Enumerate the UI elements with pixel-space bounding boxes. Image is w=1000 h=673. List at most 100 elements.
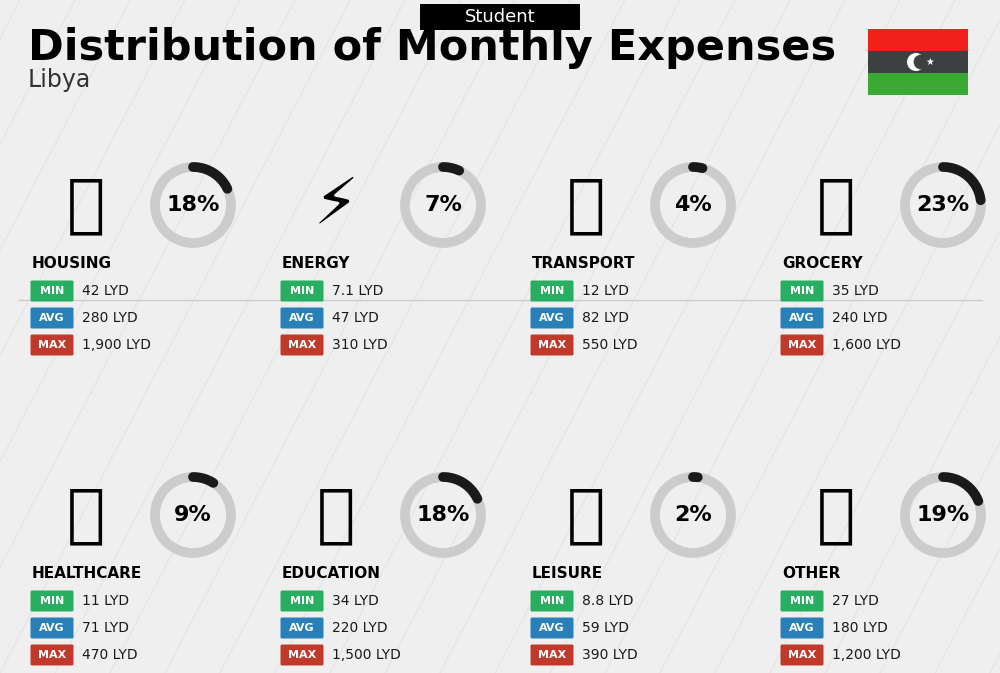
- FancyBboxPatch shape: [280, 308, 324, 328]
- FancyBboxPatch shape: [780, 334, 824, 355]
- Text: MAX: MAX: [288, 650, 316, 660]
- FancyBboxPatch shape: [30, 645, 74, 666]
- Text: MIN: MIN: [540, 286, 564, 296]
- FancyBboxPatch shape: [280, 281, 324, 302]
- Text: 310 LYD: 310 LYD: [332, 338, 388, 352]
- Text: MIN: MIN: [40, 286, 64, 296]
- Text: Student: Student: [465, 8, 535, 26]
- Text: 1,500 LYD: 1,500 LYD: [332, 648, 401, 662]
- Text: MAX: MAX: [538, 340, 566, 350]
- Text: 🚌: 🚌: [567, 174, 605, 236]
- Text: 18%: 18%: [166, 195, 220, 215]
- Text: MIN: MIN: [790, 286, 814, 296]
- FancyBboxPatch shape: [280, 618, 324, 639]
- Text: AVG: AVG: [289, 623, 315, 633]
- Text: 82 LYD: 82 LYD: [582, 311, 629, 325]
- Text: MIN: MIN: [290, 286, 314, 296]
- Text: AVG: AVG: [789, 313, 815, 323]
- Text: 59 LYD: 59 LYD: [582, 621, 629, 635]
- Text: MAX: MAX: [38, 340, 66, 350]
- FancyBboxPatch shape: [30, 308, 74, 328]
- Text: AVG: AVG: [39, 623, 65, 633]
- Text: ⚡: ⚡: [314, 174, 358, 236]
- Text: Libya: Libya: [28, 68, 91, 92]
- FancyBboxPatch shape: [530, 645, 574, 666]
- FancyBboxPatch shape: [530, 308, 574, 328]
- FancyBboxPatch shape: [30, 334, 74, 355]
- Text: AVG: AVG: [39, 313, 65, 323]
- FancyBboxPatch shape: [530, 281, 574, 302]
- Bar: [868, 51, 968, 73]
- Text: 27 LYD: 27 LYD: [832, 594, 879, 608]
- FancyBboxPatch shape: [780, 590, 824, 612]
- Text: MAX: MAX: [788, 650, 816, 660]
- Text: 180 LYD: 180 LYD: [832, 621, 888, 635]
- Text: 11 LYD: 11 LYD: [82, 594, 129, 608]
- Text: 35 LYD: 35 LYD: [832, 284, 879, 298]
- Text: 1,200 LYD: 1,200 LYD: [832, 648, 901, 662]
- Circle shape: [907, 53, 925, 71]
- FancyBboxPatch shape: [280, 334, 324, 355]
- Text: 280 LYD: 280 LYD: [82, 311, 138, 325]
- Text: 9%: 9%: [174, 505, 212, 525]
- Text: 2%: 2%: [674, 505, 712, 525]
- Text: MAX: MAX: [788, 340, 816, 350]
- FancyBboxPatch shape: [280, 645, 324, 666]
- Bar: [868, 29, 968, 51]
- Text: ENERGY: ENERGY: [282, 256, 351, 271]
- Text: 12 LYD: 12 LYD: [582, 284, 629, 298]
- FancyBboxPatch shape: [780, 308, 824, 328]
- Text: 19%: 19%: [916, 505, 970, 525]
- Text: MAX: MAX: [38, 650, 66, 660]
- Text: 🫀: 🫀: [67, 484, 105, 546]
- Text: AVG: AVG: [539, 623, 565, 633]
- Text: 390 LYD: 390 LYD: [582, 648, 638, 662]
- Text: 34 LYD: 34 LYD: [332, 594, 379, 608]
- Text: 🛒: 🛒: [817, 174, 855, 236]
- FancyBboxPatch shape: [280, 590, 324, 612]
- FancyBboxPatch shape: [780, 281, 824, 302]
- Text: 1,900 LYD: 1,900 LYD: [82, 338, 151, 352]
- Text: MAX: MAX: [288, 340, 316, 350]
- Text: 1,600 LYD: 1,600 LYD: [832, 338, 901, 352]
- Text: ★: ★: [926, 57, 934, 67]
- Text: 240 LYD: 240 LYD: [832, 311, 888, 325]
- FancyBboxPatch shape: [780, 645, 824, 666]
- Text: 7.1 LYD: 7.1 LYD: [332, 284, 383, 298]
- Text: 220 LYD: 220 LYD: [332, 621, 388, 635]
- Text: 42 LYD: 42 LYD: [82, 284, 129, 298]
- Circle shape: [914, 55, 928, 69]
- Text: HEALTHCARE: HEALTHCARE: [32, 565, 142, 581]
- Text: EDUCATION: EDUCATION: [282, 565, 381, 581]
- FancyBboxPatch shape: [30, 590, 74, 612]
- FancyBboxPatch shape: [780, 618, 824, 639]
- Text: MAX: MAX: [538, 650, 566, 660]
- Text: OTHER: OTHER: [782, 565, 840, 581]
- Text: MIN: MIN: [790, 596, 814, 606]
- Text: 7%: 7%: [424, 195, 462, 215]
- Text: AVG: AVG: [539, 313, 565, 323]
- Text: 470 LYD: 470 LYD: [82, 648, 138, 662]
- Text: 💰: 💰: [817, 484, 855, 546]
- Text: 🏢: 🏢: [67, 174, 105, 236]
- Text: LEISURE: LEISURE: [532, 565, 603, 581]
- Text: 🎓: 🎓: [317, 484, 355, 546]
- FancyBboxPatch shape: [530, 618, 574, 639]
- Text: HOUSING: HOUSING: [32, 256, 112, 271]
- Text: 18%: 18%: [416, 505, 470, 525]
- Text: MIN: MIN: [540, 596, 564, 606]
- Text: 4%: 4%: [674, 195, 712, 215]
- FancyBboxPatch shape: [420, 4, 580, 30]
- Text: 550 LYD: 550 LYD: [582, 338, 638, 352]
- FancyBboxPatch shape: [530, 590, 574, 612]
- Text: AVG: AVG: [289, 313, 315, 323]
- Text: Distribution of Monthly Expenses: Distribution of Monthly Expenses: [28, 27, 836, 69]
- Text: TRANSPORT: TRANSPORT: [532, 256, 636, 271]
- Text: MIN: MIN: [40, 596, 64, 606]
- Text: 47 LYD: 47 LYD: [332, 311, 379, 325]
- Bar: [868, 73, 968, 95]
- Text: MIN: MIN: [290, 596, 314, 606]
- Text: AVG: AVG: [789, 623, 815, 633]
- Text: 8.8 LYD: 8.8 LYD: [582, 594, 634, 608]
- FancyBboxPatch shape: [30, 281, 74, 302]
